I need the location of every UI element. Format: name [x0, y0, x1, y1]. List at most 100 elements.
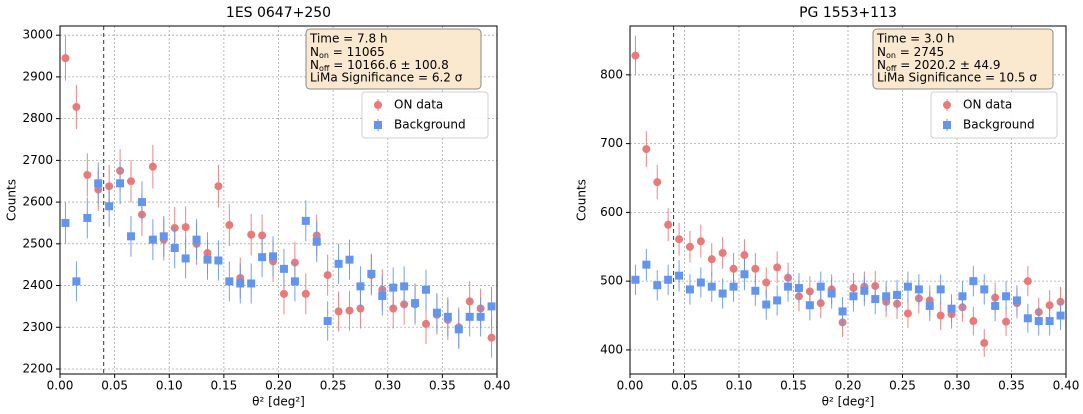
point: [1045, 317, 1054, 326]
legend-marker: [943, 121, 951, 129]
point: [936, 285, 945, 294]
point: [718, 289, 727, 298]
point: [740, 270, 749, 279]
point: [794, 284, 803, 293]
point: [487, 302, 496, 311]
y-tick-label: 2400: [22, 278, 53, 292]
annotation-line: Time = 3.0 h: [876, 32, 955, 46]
y-tick-label: 2200: [22, 361, 53, 375]
point: [334, 259, 343, 268]
point: [969, 317, 978, 326]
point: [1002, 317, 1011, 326]
x-tick-label: 0.35: [429, 379, 456, 393]
point: [925, 301, 934, 310]
annotation-rest: = 10166.6 ± 100.8: [329, 58, 448, 72]
point: [181, 223, 190, 232]
point: [1056, 311, 1065, 320]
chart-title: 1ES 0647+250: [226, 5, 331, 21]
point: [378, 291, 387, 300]
annotation-rest: = 2745: [896, 45, 944, 59]
point: [936, 311, 945, 320]
point: [148, 162, 157, 171]
point: [137, 198, 146, 207]
annotation-main: N: [310, 58, 319, 72]
y-tick-label: 2800: [22, 111, 53, 125]
point: [411, 299, 420, 308]
annotation-line: LiMa Significance = 10.5 σ: [877, 71, 1037, 85]
axes-frame: [629, 25, 1067, 375]
point: [345, 306, 354, 315]
point: [642, 260, 651, 269]
point: [784, 282, 793, 291]
point: [631, 275, 640, 284]
legend-label: ON data: [963, 98, 1012, 112]
point: [751, 286, 760, 295]
annotation-line: Non = 2745: [877, 45, 944, 60]
x-axis-label: θ² [deg²]: [822, 395, 875, 409]
point: [914, 285, 923, 294]
point: [980, 285, 989, 294]
y-tick-label: 700: [600, 136, 623, 150]
annotation-sub: on: [886, 51, 896, 60]
y-tick-label: 2300: [22, 320, 53, 334]
x-tick-label: 0.15: [211, 379, 238, 393]
point: [729, 282, 738, 291]
point: [773, 296, 782, 305]
y-tick-label: 2500: [22, 236, 53, 250]
point: [893, 290, 902, 299]
y-tick-label: 600: [600, 205, 623, 219]
legend-marker: [943, 101, 951, 109]
point: [192, 235, 201, 244]
y-tick-label: 400: [600, 342, 623, 356]
point: [1023, 314, 1032, 323]
point: [389, 283, 398, 292]
x-tick-label: 0.20: [835, 379, 862, 393]
point: [236, 279, 245, 288]
point: [860, 286, 869, 295]
point: [816, 282, 825, 291]
y-axis-label: Counts: [5, 179, 19, 221]
point: [1034, 317, 1043, 326]
annotation-line: Time = 7.8 h: [309, 32, 388, 46]
point: [751, 264, 760, 273]
point: [740, 251, 749, 260]
point: [127, 232, 136, 241]
point: [980, 339, 989, 348]
point: [653, 178, 662, 187]
point: [1002, 292, 1011, 301]
annotation-box: [305, 28, 482, 90]
point: [762, 278, 771, 287]
point: [675, 235, 684, 244]
point: [476, 312, 485, 321]
annotation-main: N: [877, 45, 886, 59]
point: [356, 282, 365, 291]
point: [664, 220, 673, 229]
point: [61, 54, 70, 63]
point: [94, 179, 103, 188]
point: [83, 170, 92, 179]
point: [247, 279, 256, 288]
point: [696, 278, 705, 287]
point: [421, 319, 430, 328]
point: [367, 269, 376, 278]
y-tick-label: 2700: [22, 153, 53, 167]
y-tick-label: 3000: [22, 28, 53, 42]
x-tick-label: 0.15: [780, 379, 807, 393]
point: [903, 309, 912, 318]
point: [991, 301, 1000, 310]
x-tick-label: 0.35: [998, 379, 1025, 393]
x-axis-label: θ² [deg²]: [252, 395, 305, 409]
point: [653, 281, 662, 290]
point: [827, 289, 836, 298]
annotation-main: N: [310, 45, 319, 59]
point: [1045, 301, 1054, 310]
point: [729, 264, 738, 273]
point: [269, 252, 278, 261]
x-tick-label: 0.10: [726, 379, 753, 393]
x-tick-label: 0.05: [671, 379, 698, 393]
point: [421, 285, 430, 294]
legend-box: [930, 91, 1058, 139]
point: [454, 325, 463, 334]
point: [958, 292, 967, 301]
point: [707, 255, 716, 264]
